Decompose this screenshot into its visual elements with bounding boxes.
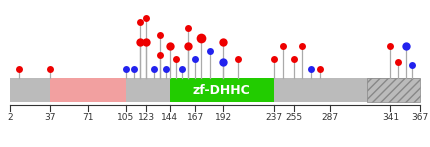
Text: 237: 237 [265, 113, 283, 122]
Text: 341: 341 [382, 113, 399, 122]
Text: 71: 71 [82, 113, 94, 122]
Bar [88, 78, 126, 102]
Text: zf-DHHC: zf-DHHC [193, 84, 251, 97]
Bar [50, 78, 88, 102]
Text: 37: 37 [44, 113, 55, 122]
Text: 192: 192 [215, 113, 232, 122]
Text: 255: 255 [286, 113, 303, 122]
Text: 123: 123 [138, 113, 155, 122]
Text: 367: 367 [411, 113, 428, 122]
Bar [169, 78, 274, 102]
Text: 287: 287 [321, 113, 338, 122]
Bar [367, 78, 420, 102]
Bar [10, 78, 420, 102]
Text: 2: 2 [8, 113, 13, 122]
Text: 105: 105 [117, 113, 135, 122]
Text: 144: 144 [161, 113, 178, 122]
Text: 167: 167 [187, 113, 204, 122]
